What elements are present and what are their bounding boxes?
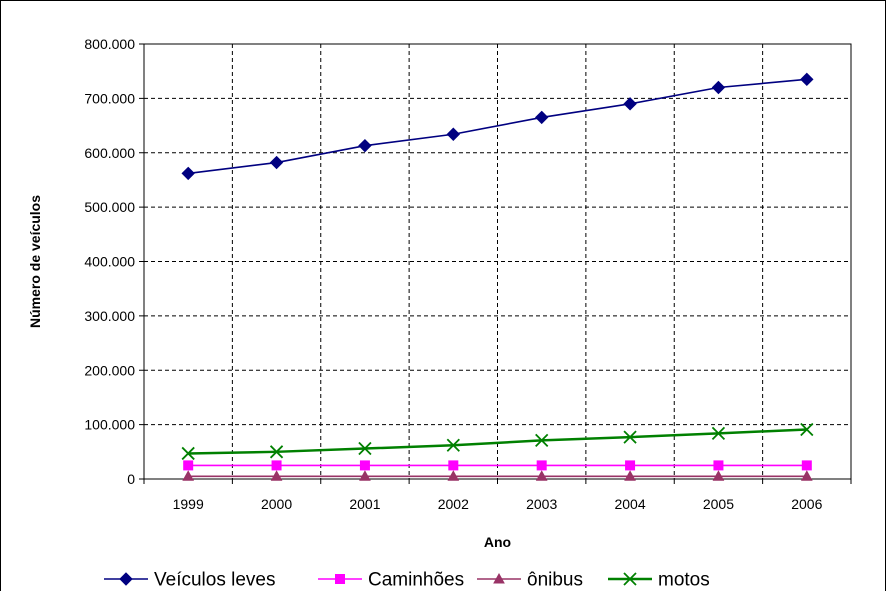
gridlines	[144, 43, 851, 479]
data-point	[623, 97, 637, 111]
series-0	[181, 72, 814, 181]
y-tick-label: 100.000	[84, 417, 135, 433]
data-point	[713, 460, 724, 471]
series-group	[181, 72, 814, 481]
legend-label: Caminhões	[368, 570, 464, 591]
legend-label: ônibus	[527, 570, 583, 591]
data-point	[800, 470, 813, 481]
data-point	[711, 80, 726, 95]
data-point	[536, 460, 547, 471]
data-point	[800, 422, 814, 437]
data-point	[535, 470, 548, 481]
data-point	[269, 445, 284, 459]
series-line	[188, 78, 807, 175]
data-point	[358, 441, 372, 456]
series-1	[183, 460, 812, 471]
y-tick-label: 0	[127, 471, 135, 487]
data-point	[359, 470, 371, 481]
legend-entry: ônibus	[477, 570, 583, 591]
series-line	[188, 428, 807, 455]
data-point	[271, 460, 282, 471]
data-point	[712, 470, 725, 481]
legend-entry: Veículos leves	[104, 570, 275, 591]
y-tick-label: 200.000	[84, 362, 135, 378]
legend-marker	[335, 574, 345, 584]
data-point	[181, 446, 195, 461]
data-point	[182, 470, 195, 481]
data-point	[269, 155, 284, 170]
data-point	[448, 460, 459, 471]
data-point	[183, 460, 194, 471]
y-axis-title: Número de veículos	[27, 195, 43, 328]
legend-entry: Caminhões	[318, 570, 464, 591]
data-point	[624, 470, 636, 481]
x-tick-label: 2006	[791, 496, 822, 512]
x-tick-label: 2001	[349, 496, 380, 512]
series-2	[182, 470, 813, 481]
y-tick-label: 600.000	[84, 145, 135, 161]
y-tick-label: 500.000	[84, 199, 135, 215]
data-point	[535, 433, 549, 448]
x-axis-title: Ano	[484, 534, 511, 550]
data-point	[623, 430, 637, 444]
legend-marker	[119, 572, 133, 586]
axes: 0 100.000 200.000 300.000 400.000 500.000 600.…	[84, 36, 852, 512]
data-point	[800, 72, 814, 87]
data-point	[801, 460, 812, 471]
data-point	[270, 470, 283, 481]
legend-marker	[623, 572, 637, 586]
data-point	[711, 426, 726, 440]
data-point	[446, 127, 461, 141]
x-tick-label: 2002	[438, 496, 469, 512]
y-tick-label: 400.000	[84, 254, 135, 270]
data-point	[358, 138, 372, 153]
data-point	[625, 460, 636, 471]
legend: Veículos leves Caminhões ônibus motos	[104, 570, 710, 591]
x-tick-label: 1999	[173, 496, 204, 512]
legend-marker	[493, 572, 505, 584]
x-tick-label: 2000	[261, 496, 292, 512]
x-tick-label: 2004	[614, 496, 645, 512]
data-point	[181, 166, 195, 181]
y-tick-label: 700.000	[84, 90, 135, 106]
legend-label: Veículos leves	[154, 570, 275, 591]
x-tick-label: 2003	[526, 496, 557, 512]
series-3	[181, 422, 814, 461]
y-tick-label: 800.000	[84, 36, 135, 52]
data-point	[534, 110, 549, 125]
legend-entry: motos	[608, 570, 710, 591]
data-point	[446, 438, 460, 452]
legend-label: motos	[658, 570, 710, 591]
data-point	[447, 470, 460, 481]
data-point	[359, 460, 370, 471]
x-tick-label: 2005	[703, 496, 734, 512]
y-tick-label: 300.000	[84, 308, 135, 324]
